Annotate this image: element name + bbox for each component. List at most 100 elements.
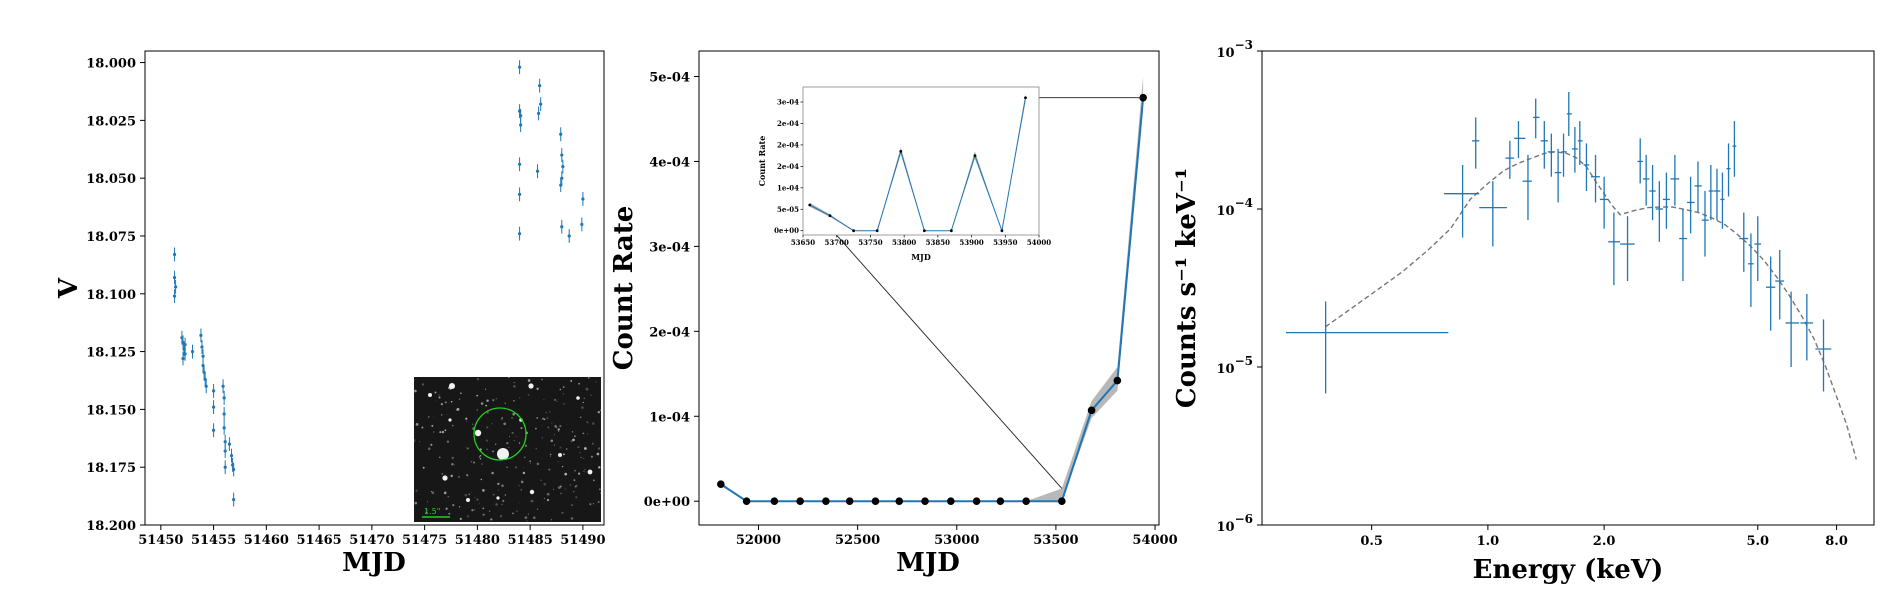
panel1-x-tick-label: 51470 (349, 533, 394, 548)
inset-frame (802, 86, 1040, 236)
inset-star (472, 423, 474, 425)
v-data-point (222, 426, 226, 430)
v-data-point (567, 234, 571, 238)
inset-star (506, 442, 509, 445)
inset-star (454, 464, 456, 466)
inset-star (570, 379, 573, 382)
inset-star (563, 402, 565, 405)
inset-x-tick-label: 53900 (959, 238, 983, 247)
count-rate-point (717, 480, 725, 489)
count-rate-point (822, 497, 830, 506)
inset-star (587, 377, 590, 379)
inset-star (415, 423, 419, 426)
inset-star (464, 493, 468, 497)
inset-star (425, 511, 428, 514)
inset-x-tick-label: 53700 (825, 238, 849, 247)
inset-star (433, 431, 435, 433)
inset-star (501, 503, 503, 506)
inset-star (595, 381, 597, 383)
inset-star (414, 501, 418, 505)
inset-star (439, 456, 441, 459)
inset-star (512, 512, 514, 515)
inset-bright-star (466, 498, 470, 502)
inset-star (490, 518, 493, 521)
inset-star (574, 469, 576, 472)
inset-count-rate-point (875, 229, 879, 233)
inset-star (597, 411, 600, 414)
inset-star (543, 482, 546, 486)
v-data-point (539, 102, 543, 106)
inset-y-tick-label: 0e+00 (774, 226, 799, 235)
inset-star (521, 479, 523, 481)
inset-star (553, 444, 556, 446)
inset-star (471, 509, 474, 512)
v-data-point (223, 465, 227, 469)
count-rate-point (1058, 497, 1066, 506)
count-rate-point (742, 497, 751, 506)
spectrum-series (1285, 92, 1857, 460)
inset-star (421, 426, 424, 429)
v-data-point (211, 389, 216, 393)
panel1-x-tick-label: 51475 (402, 533, 447, 548)
inset-star (600, 409, 601, 411)
inset-series (808, 93, 1027, 233)
inset-star (518, 484, 520, 487)
inset-star (557, 461, 559, 463)
inset-star (451, 456, 454, 460)
inset-star (549, 453, 552, 456)
panel3-y-tick-label: 10−5 (1217, 354, 1254, 377)
inset-star (550, 519, 553, 521)
inset-star (427, 501, 428, 503)
inset-star (535, 448, 537, 450)
inset-star (473, 509, 476, 511)
inset-star (520, 427, 523, 430)
inset-star (446, 440, 450, 443)
inset-star (529, 460, 531, 463)
inset-star (476, 377, 480, 381)
inset-star (414, 389, 417, 393)
inset-star (560, 492, 562, 495)
v-data-point (517, 65, 522, 69)
inset-star (562, 386, 565, 388)
inset-star (450, 474, 453, 478)
inset-star (460, 392, 462, 394)
inset-star (441, 430, 445, 434)
count-rate-point (895, 497, 904, 506)
y-tick-mantissa: 10 (1217, 46, 1235, 61)
inset-star (491, 423, 493, 425)
count-rate-point (845, 497, 854, 506)
inset-star (491, 471, 494, 475)
inset-star (583, 471, 585, 473)
inset-star (590, 394, 592, 396)
v-data-point (221, 384, 225, 388)
inset-star (592, 422, 595, 425)
inset-star (536, 462, 540, 466)
v-data-point (211, 405, 216, 409)
panel3-y-tick-label: 10−6 (1217, 512, 1254, 535)
inset-star (574, 485, 577, 488)
inset-star (520, 489, 522, 491)
panel1-y-axis-label: V (54, 277, 84, 299)
inset-star (425, 509, 428, 511)
inset-star (504, 402, 506, 404)
inset-bright-star (442, 475, 448, 481)
inset-star (448, 512, 451, 515)
inset-star (557, 428, 560, 431)
v-data-point (517, 192, 522, 196)
v-data-point (229, 454, 234, 458)
inset-star (431, 424, 434, 427)
y-tick-exponent: −4 (1235, 196, 1253, 210)
inset-star (484, 388, 487, 390)
inset-bright-star (448, 418, 452, 422)
inset-star (520, 480, 524, 484)
inset-star (431, 491, 435, 494)
panel1-y-tick-label: 18.150 (86, 403, 136, 418)
count-rate-point (796, 497, 804, 506)
panel3-x-tick-label: 5.0 (1746, 534, 1769, 549)
inset-star (571, 431, 574, 433)
inset-star (536, 387, 539, 390)
inset-star (572, 438, 575, 442)
panel-count-rate: 52000 52500 53000 53500 54000 0e+00 1e-04 2e-04… (609, 50, 1178, 578)
inset-star (482, 507, 485, 510)
inset-star (485, 404, 488, 407)
